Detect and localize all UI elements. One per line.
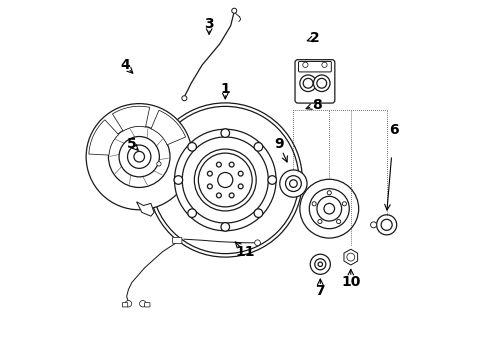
Text: 8: 8 — [312, 98, 321, 112]
Text: 2: 2 — [310, 31, 320, 45]
Circle shape — [207, 184, 212, 189]
Circle shape — [182, 137, 269, 223]
Circle shape — [119, 136, 159, 177]
Circle shape — [337, 220, 341, 224]
Circle shape — [148, 103, 302, 257]
Circle shape — [309, 189, 349, 229]
Circle shape — [324, 203, 335, 214]
Circle shape — [268, 176, 276, 184]
Circle shape — [238, 171, 243, 176]
Circle shape — [377, 215, 397, 235]
Circle shape — [300, 75, 317, 91]
Circle shape — [255, 240, 260, 246]
Circle shape — [314, 75, 330, 91]
Circle shape — [174, 176, 183, 184]
Circle shape — [347, 253, 355, 261]
Circle shape — [300, 179, 359, 238]
Circle shape — [140, 301, 146, 307]
Text: 6: 6 — [389, 123, 399, 137]
Circle shape — [134, 152, 145, 162]
Circle shape — [318, 220, 322, 224]
Circle shape — [232, 8, 237, 13]
Circle shape — [303, 78, 313, 88]
Circle shape — [254, 209, 263, 217]
FancyBboxPatch shape — [122, 303, 128, 307]
Wedge shape — [89, 120, 119, 155]
Circle shape — [195, 149, 256, 211]
Circle shape — [317, 196, 342, 221]
Circle shape — [317, 78, 327, 88]
Circle shape — [174, 129, 276, 231]
Circle shape — [315, 259, 326, 270]
FancyBboxPatch shape — [172, 237, 182, 243]
Circle shape — [182, 96, 187, 101]
Circle shape — [138, 157, 144, 163]
Circle shape — [312, 202, 316, 206]
Text: 11: 11 — [235, 245, 255, 259]
Circle shape — [280, 170, 307, 197]
Circle shape — [157, 162, 161, 166]
Circle shape — [217, 162, 221, 167]
Text: 4: 4 — [120, 58, 130, 72]
Circle shape — [286, 176, 301, 192]
Circle shape — [229, 193, 234, 198]
Text: 5: 5 — [127, 137, 137, 151]
Circle shape — [322, 62, 327, 67]
Circle shape — [188, 143, 196, 151]
Circle shape — [188, 209, 196, 217]
Circle shape — [381, 219, 392, 230]
Circle shape — [198, 153, 252, 207]
FancyBboxPatch shape — [295, 60, 335, 103]
Wedge shape — [113, 106, 149, 131]
Circle shape — [370, 222, 377, 228]
Polygon shape — [344, 249, 358, 265]
Circle shape — [151, 106, 299, 254]
Circle shape — [254, 143, 263, 151]
Circle shape — [343, 202, 346, 206]
Text: 3: 3 — [204, 17, 214, 31]
Circle shape — [127, 145, 151, 168]
Text: 10: 10 — [341, 275, 361, 289]
Circle shape — [207, 171, 212, 176]
FancyBboxPatch shape — [298, 62, 331, 72]
Circle shape — [310, 254, 330, 274]
Text: 9: 9 — [274, 137, 284, 151]
Circle shape — [221, 129, 230, 138]
Polygon shape — [137, 202, 154, 216]
Wedge shape — [151, 110, 186, 145]
Text: 1: 1 — [220, 82, 230, 95]
FancyBboxPatch shape — [132, 157, 140, 163]
Circle shape — [303, 62, 308, 67]
Circle shape — [218, 172, 233, 188]
Circle shape — [290, 180, 297, 188]
Text: 7: 7 — [316, 284, 325, 298]
Circle shape — [217, 193, 221, 198]
Circle shape — [86, 104, 192, 210]
FancyBboxPatch shape — [145, 303, 150, 307]
Circle shape — [221, 222, 230, 231]
Circle shape — [318, 262, 322, 266]
Circle shape — [327, 191, 331, 195]
Circle shape — [125, 301, 132, 307]
Circle shape — [108, 126, 170, 188]
Circle shape — [229, 162, 234, 167]
Circle shape — [238, 184, 243, 189]
